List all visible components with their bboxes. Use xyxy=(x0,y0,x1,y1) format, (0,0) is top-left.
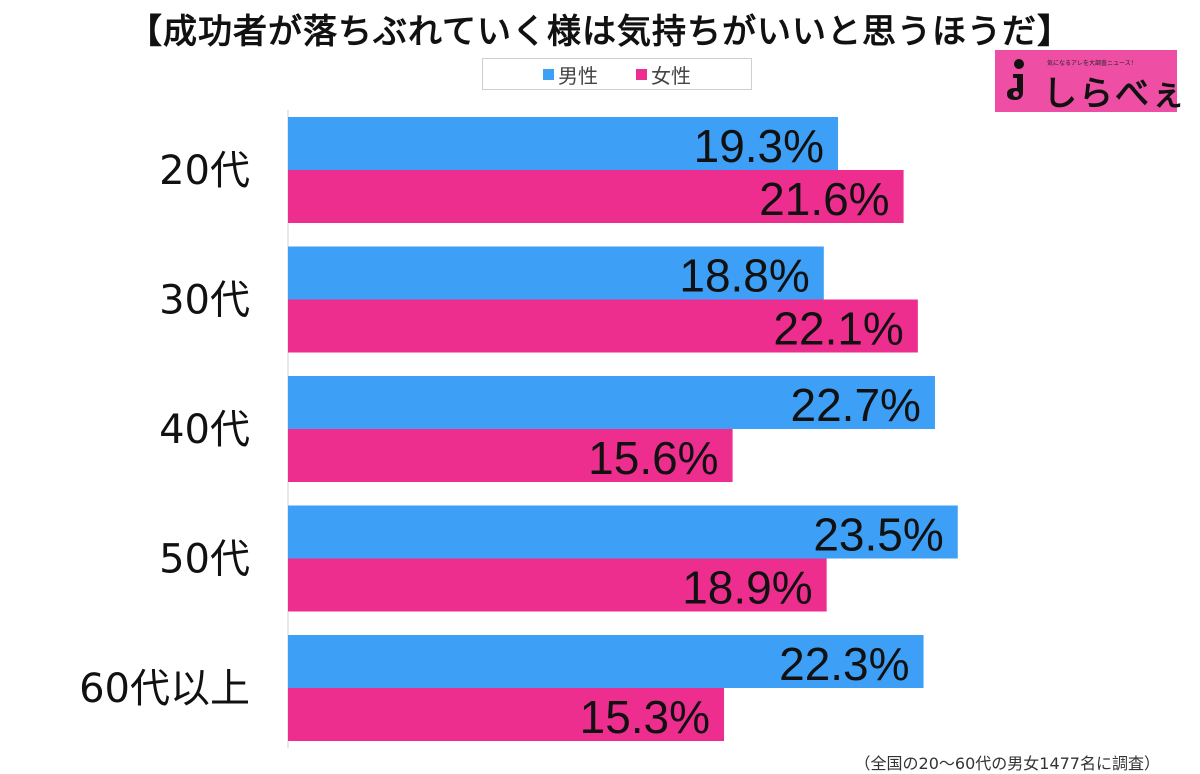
data-label-male: 18.8% xyxy=(679,250,809,302)
category-label: 30代 xyxy=(159,278,250,324)
data-label-female: 15.6% xyxy=(588,432,718,484)
bar-male xyxy=(288,505,958,559)
data-label-female: 18.9% xyxy=(682,562,812,614)
data-label-male: 22.7% xyxy=(791,379,921,431)
survey-footnote: （全国の20～60代の男女1477名に調査） xyxy=(854,754,1160,773)
logo-tagline: 気になるアレを大調査ニュース！ xyxy=(1047,60,1137,67)
legend-entry-male: 男性 xyxy=(543,60,598,89)
category-label: 60代以上 xyxy=(79,666,250,712)
data-label-female: 21.6% xyxy=(759,173,889,225)
bar-male xyxy=(288,635,924,688)
legend-entry-female: 女性 xyxy=(636,60,691,89)
shirabee-logo: 気になるアレを大調査ニュース！ しらべぇ xyxy=(995,50,1185,114)
legend-swatch-male xyxy=(543,68,554,80)
magnifier-i-icon xyxy=(1007,59,1024,100)
legend: 男性 女性 xyxy=(482,58,752,90)
bar-female xyxy=(288,429,733,482)
data-label-male: 19.3% xyxy=(694,120,824,172)
bar-female xyxy=(288,558,827,612)
bar-male xyxy=(288,246,824,300)
logo-text: しらべぇ xyxy=(1043,74,1187,114)
legend-label-female: 女性 xyxy=(651,63,691,88)
data-label-female: 15.3% xyxy=(580,691,710,743)
legend-swatch-female xyxy=(636,68,647,80)
legend-label-male: 男性 xyxy=(558,63,598,88)
data-label-female: 22.1% xyxy=(773,303,903,355)
bar-female xyxy=(288,170,904,223)
bar-male xyxy=(288,117,839,170)
category-label: 50代 xyxy=(159,537,250,583)
bar-female xyxy=(288,688,725,741)
chart-title: 【成功者が落ちぶれていく様は気持ちがいいと思うほうだ】 xyxy=(128,12,1072,52)
bar-female xyxy=(288,299,918,353)
category-label: 40代 xyxy=(159,407,250,453)
bar-male xyxy=(288,376,935,429)
data-label-male: 22.3% xyxy=(779,638,909,690)
data-label-male: 23.5% xyxy=(813,509,943,561)
category-label: 20代 xyxy=(159,148,250,194)
